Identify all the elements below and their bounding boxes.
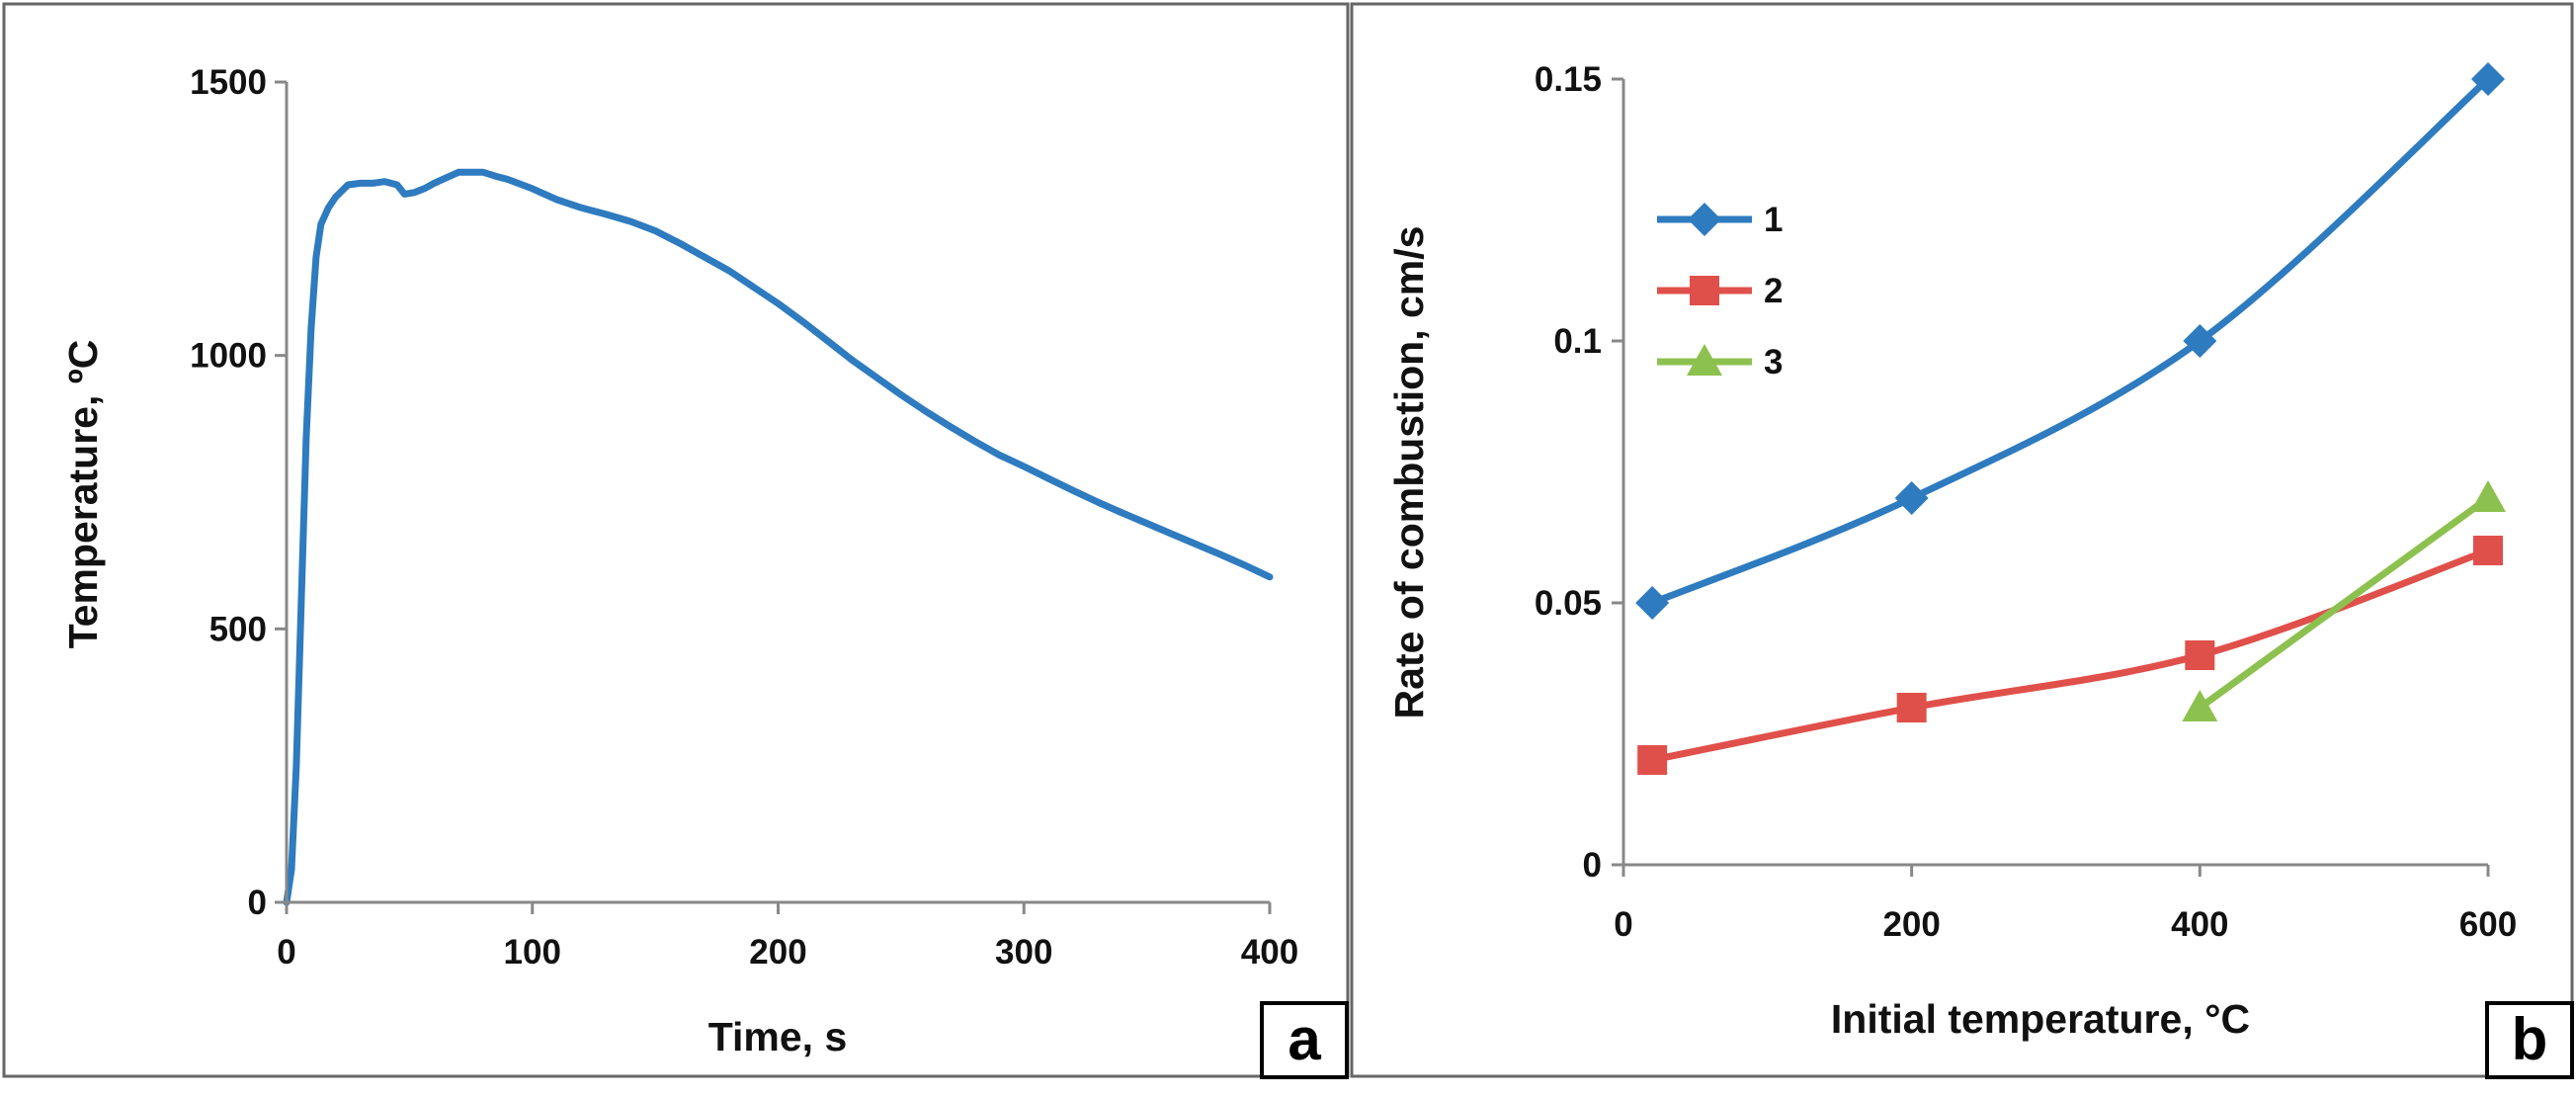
panel-b-series-3-point [2182, 690, 2218, 721]
panel-b-series-1-point [2183, 324, 2217, 358]
panel-b: 0 200 400 600 0 0.05 0.1 0.15 1 2 3 Initial temp… [1350, 2, 2574, 1079]
panel-b-series-3-point [2470, 480, 2506, 512]
panel-a-y-tick-label: 500 [209, 610, 267, 648]
panel-a-label-box [1260, 1001, 1349, 1079]
panel-a-y-ticks: 0 500 1000 1500 [190, 63, 287, 922]
panel-b-legend-label-3: 3 [1764, 343, 1783, 381]
panel-b-series-3-line [2196, 494, 2492, 712]
panel-b-series-1-line [1648, 75, 2492, 607]
panel-a-label: a [1288, 1006, 1321, 1072]
panel-a-x-tick-label: 300 [995, 933, 1052, 972]
panel-a-x-tick-label: 100 [504, 933, 561, 972]
panel-b-label: b [2512, 1006, 2548, 1072]
panel-b-series-2-point [1637, 745, 1668, 775]
panel-a-x-tick-label: 400 [1241, 933, 1298, 972]
panel-b-legend-marker-3 [1687, 344, 1722, 376]
panel-b-y-tick-label: 0.15 [1535, 60, 1602, 99]
panel-b-y-tick-label: 0.1 [1553, 322, 1602, 361]
panel-b-series-2-point [2185, 640, 2215, 670]
panel-b-label-box [2485, 1001, 2574, 1079]
panel-a-x-tick-label: 200 [749, 933, 806, 972]
panel-b-series-2-point [2473, 536, 2503, 565]
panel-a-y-tick-label: 0 [248, 884, 267, 922]
panel-a-y-axis-title: Temperature, ºC [60, 340, 106, 649]
panel-a-x-axis-title: Time, s [708, 1014, 848, 1059]
panel-b-series-2-point [1896, 693, 1927, 722]
panel-b-legend: 1 2 3 [1657, 201, 1783, 381]
panel-a-frame [2, 2, 1350, 1078]
panel-b-x-tick-label: 400 [2171, 905, 2228, 944]
panel-b-x-tick-label: 200 [1882, 905, 1940, 944]
panel-b-y-tick-label: 0 [1583, 846, 1602, 885]
panel-b-legend-marker-1 [1688, 203, 1721, 236]
panel-b-x-ticks: 0 200 400 600 [1614, 865, 2517, 944]
panel-a-x-ticks: 0 100 200 300 400 [277, 902, 1298, 972]
panel-b-legend-label-2: 2 [1764, 272, 1783, 310]
panel-b-series-2-line [1648, 547, 2492, 764]
panel-a-series-line [283, 168, 1274, 906]
panel-b-x-tick-label: 600 [2459, 905, 2517, 944]
panel-b-y-axis-title: Rate of combustion, cm/s [1386, 226, 1432, 719]
panel-a-x-tick-label: 0 [277, 933, 295, 972]
panel-b-series-1-point [1894, 481, 1929, 515]
panel-b-x-axis-title: Initial temperature, °C [1831, 996, 2250, 1042]
panel-b-series-1-point [2471, 62, 2505, 96]
panel-b-series-1-point [1635, 586, 1670, 620]
panel-b-legend-label-1: 1 [1764, 201, 1783, 239]
panel-b-x-tick-label: 0 [1614, 905, 1632, 944]
panel-b-legend-marker-2 [1690, 276, 1719, 305]
panel-b-y-ticks: 0 0.05 0.1 0.15 [1535, 60, 1623, 885]
panel-a-data-marks [283, 168, 1274, 906]
panel-a-y-tick-label: 1500 [190, 63, 267, 102]
panel-b-data-marks [1635, 62, 2506, 775]
panel-a: 0 100 200 300 400 0 500 1000 1500 Time, s Tempe… [2, 2, 1350, 1079]
panel-b-frame [1350, 2, 2574, 1078]
panel-b-y-tick-label: 0.05 [1535, 584, 1602, 623]
panel-a-y-tick-label: 1000 [190, 337, 267, 376]
